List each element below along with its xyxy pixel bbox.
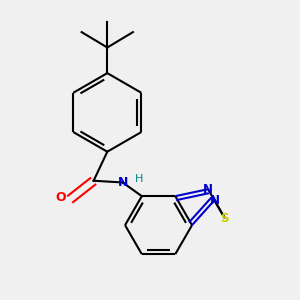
Text: N: N [118,176,128,189]
Text: O: O [56,191,67,204]
Text: S: S [220,212,229,225]
Text: N: N [203,183,213,196]
Text: H: H [135,174,143,184]
Text: N: N [209,194,219,207]
